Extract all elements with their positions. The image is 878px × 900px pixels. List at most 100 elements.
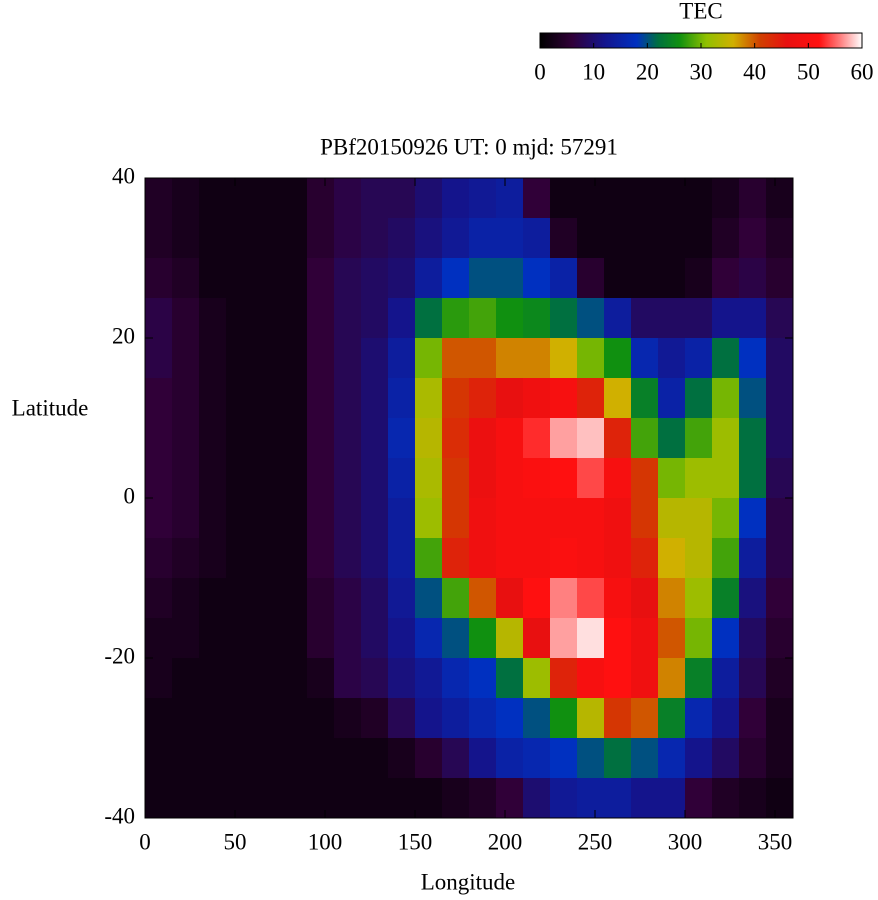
heatmap-cell	[388, 458, 416, 499]
heatmap-cell	[145, 698, 173, 739]
heatmap-cell	[442, 778, 470, 819]
heatmap-cell	[388, 698, 416, 739]
heatmap-cell	[253, 178, 281, 219]
heatmap-cell	[631, 538, 659, 579]
heatmap-cell	[280, 178, 308, 219]
heatmap-cell	[253, 218, 281, 259]
heatmap-cell	[604, 218, 632, 259]
heatmap-cell	[577, 538, 605, 579]
colorbar-tick-label: 0	[534, 59, 546, 84]
heatmap-cell	[199, 778, 227, 819]
heatmap-cell	[145, 778, 173, 819]
heatmap-cell	[658, 258, 686, 299]
heatmap-cell	[199, 738, 227, 779]
heatmap-cell	[388, 658, 416, 699]
heatmap-cell	[577, 178, 605, 219]
heatmap-cell	[415, 298, 443, 339]
heatmap-cell	[442, 338, 470, 379]
y-tick-label: 20	[112, 323, 135, 348]
heatmap-cell	[496, 658, 524, 699]
heatmap-cell	[226, 338, 254, 379]
heatmap-cell	[226, 298, 254, 339]
heatmap-cell	[334, 618, 362, 659]
heatmap-cell	[469, 578, 497, 619]
heatmap-cell	[766, 738, 794, 779]
heatmap-cell	[766, 418, 794, 459]
heatmap-cell	[226, 618, 254, 659]
heatmap-cell	[577, 418, 605, 459]
heatmap-cell	[712, 618, 740, 659]
heatmap-cell	[496, 698, 524, 739]
heatmap-cell	[415, 498, 443, 539]
heatmap-cell	[496, 578, 524, 619]
heatmap-cell	[199, 698, 227, 739]
heatmap-cell	[199, 338, 227, 379]
heatmap-cell	[712, 378, 740, 419]
heatmap-cell	[658, 218, 686, 259]
heatmap-cell	[361, 298, 389, 339]
heatmap-cell	[334, 218, 362, 259]
heatmap-cell	[307, 578, 335, 619]
heatmap-cell	[415, 338, 443, 379]
heatmap-cell	[550, 378, 578, 419]
heatmap-cell	[334, 258, 362, 299]
heatmap-cell	[172, 658, 200, 699]
heatmap-cell	[226, 578, 254, 619]
heatmap-cell	[253, 258, 281, 299]
heatmap-cell	[523, 578, 551, 619]
heatmap-cell	[199, 578, 227, 619]
heatmap-cell	[361, 698, 389, 739]
heatmap-cell	[388, 498, 416, 539]
heatmap-cell	[388, 218, 416, 259]
heatmap-cell	[631, 378, 659, 419]
heatmap-cell	[685, 738, 713, 779]
heatmap-cell	[658, 418, 686, 459]
heatmap-cell	[523, 498, 551, 539]
heatmap-cell	[712, 578, 740, 619]
heatmap-cell	[172, 378, 200, 419]
heatmap-cell	[145, 618, 173, 659]
heatmap-cell	[226, 498, 254, 539]
heatmap-cell	[631, 298, 659, 339]
heatmap-cell	[199, 178, 227, 219]
colorbar-tick-label: 10	[582, 59, 605, 84]
heatmap-cell	[280, 658, 308, 699]
y-tick-label: -40	[104, 803, 135, 828]
heatmap-cell	[253, 618, 281, 659]
heatmap-cell	[766, 618, 794, 659]
heatmap-cell	[550, 458, 578, 499]
heatmap-cell	[712, 538, 740, 579]
heatmap-cell	[442, 738, 470, 779]
heatmap-cell	[307, 178, 335, 219]
heatmap-cell	[280, 258, 308, 299]
heatmap-cell	[523, 418, 551, 459]
heatmap-cell	[658, 618, 686, 659]
heatmap-cell	[523, 618, 551, 659]
heatmap-cell	[685, 178, 713, 219]
heatmap-cell	[145, 378, 173, 419]
heatmap-cell	[334, 498, 362, 539]
heatmap-cell	[550, 618, 578, 659]
heatmap-cell	[550, 698, 578, 739]
heatmap-cell	[523, 458, 551, 499]
heatmap-cell	[469, 538, 497, 579]
heatmap-cell	[307, 258, 335, 299]
heatmap-cell	[523, 258, 551, 299]
heatmap-cell	[766, 458, 794, 499]
heatmap-cell	[631, 738, 659, 779]
heatmap-cell	[685, 578, 713, 619]
heatmap-cell	[631, 178, 659, 219]
heatmap-cell	[604, 618, 632, 659]
heatmap-cell	[469, 418, 497, 459]
heatmap-cell	[280, 418, 308, 459]
heatmap-cell	[631, 778, 659, 819]
heatmap-cell	[739, 698, 767, 739]
heatmap-cell	[766, 498, 794, 539]
heatmap-cell	[766, 378, 794, 419]
heatmap-cell	[550, 538, 578, 579]
heatmap-cell	[631, 618, 659, 659]
heatmap-cell	[172, 698, 200, 739]
heatmap-cell	[388, 378, 416, 419]
heatmap-cell	[496, 378, 524, 419]
heatmap-cell	[739, 298, 767, 339]
